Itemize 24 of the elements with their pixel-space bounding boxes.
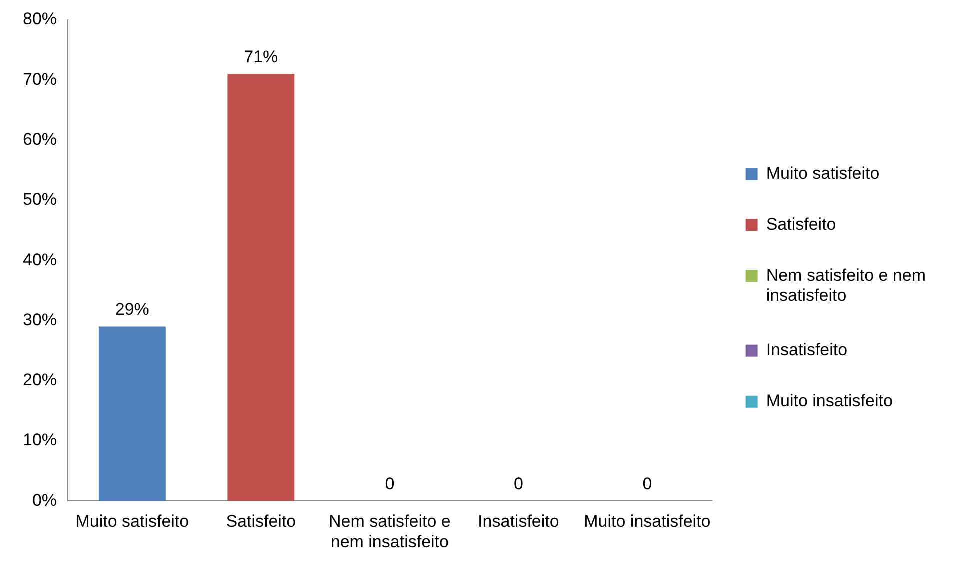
legend-label: Muito insatisfeito [766,392,893,411]
legend-label: Muito satisfeito [766,164,880,183]
y-tick-label: 10% [22,430,58,450]
y-tick-label: 30% [22,310,58,330]
data-label: 71% [244,47,278,66]
y-tick-label: 50% [22,190,58,210]
legend-label: Satisfeito [766,214,836,234]
y-tick-label: 60% [22,130,58,149]
x-tick-label: Muito insatisfeito [584,512,711,532]
data-label: 0 [514,474,524,494]
y-tick-label: 40% [22,250,58,270]
x-tick-label: Satisfeito [226,512,296,532]
data-label: 0 [642,474,652,494]
legend-label: Nem satisfeito e nem insatisfeito [766,266,926,306]
y-tick-label: 80% [22,10,58,29]
data-label: 29% [115,300,150,319]
y-tick-label: 70% [22,70,58,89]
legend-label: Insatisfeito [766,340,848,360]
data-label: 0 [385,474,395,494]
x-tick-label: Muito satisfeito [76,512,190,532]
y-tick-label: 0% [32,490,58,510]
x-tick-label: Nem satisfeito e nem insatisfeito [328,512,451,552]
y-tick-label: 20% [22,370,58,390]
x-tick-label: Insatisfeito [478,512,560,532]
